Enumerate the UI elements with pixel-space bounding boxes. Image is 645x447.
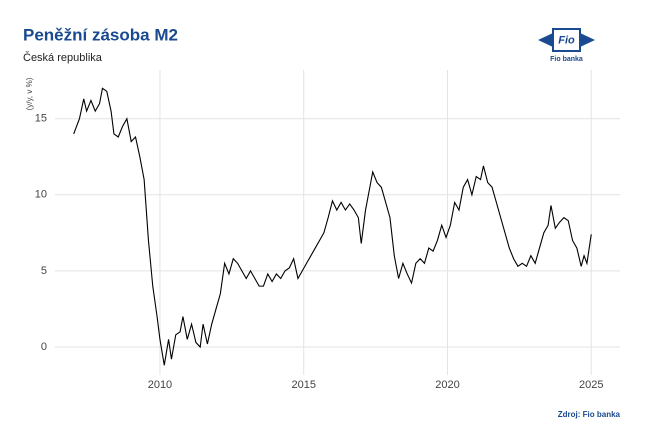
source: Zdroj: Fio banka: [558, 410, 621, 419]
y-tick-label: 10: [35, 189, 47, 201]
x-tick-label: 2025: [579, 379, 603, 391]
y-axis-label: (y/y, v %): [25, 77, 34, 110]
y-tick-label: 0: [41, 341, 47, 353]
x-tick-label: 2020: [435, 379, 459, 391]
logo: Fio Fio banka: [538, 28, 595, 63]
x-tick-label: 2010: [148, 379, 172, 391]
chart-subtitle: Česká republika: [23, 51, 103, 64]
logo-box: [552, 28, 581, 52]
line: [73, 87, 592, 366]
y-tick-label: 5: [41, 265, 47, 277]
x-tick-label: 2015: [291, 379, 315, 391]
logo-name: Fio banka: [550, 56, 583, 63]
chart-title: Peněžní zásoba M2: [23, 25, 178, 44]
y-tick-label: 15: [35, 113, 47, 125]
logo-mark: Fio: [558, 34, 575, 46]
